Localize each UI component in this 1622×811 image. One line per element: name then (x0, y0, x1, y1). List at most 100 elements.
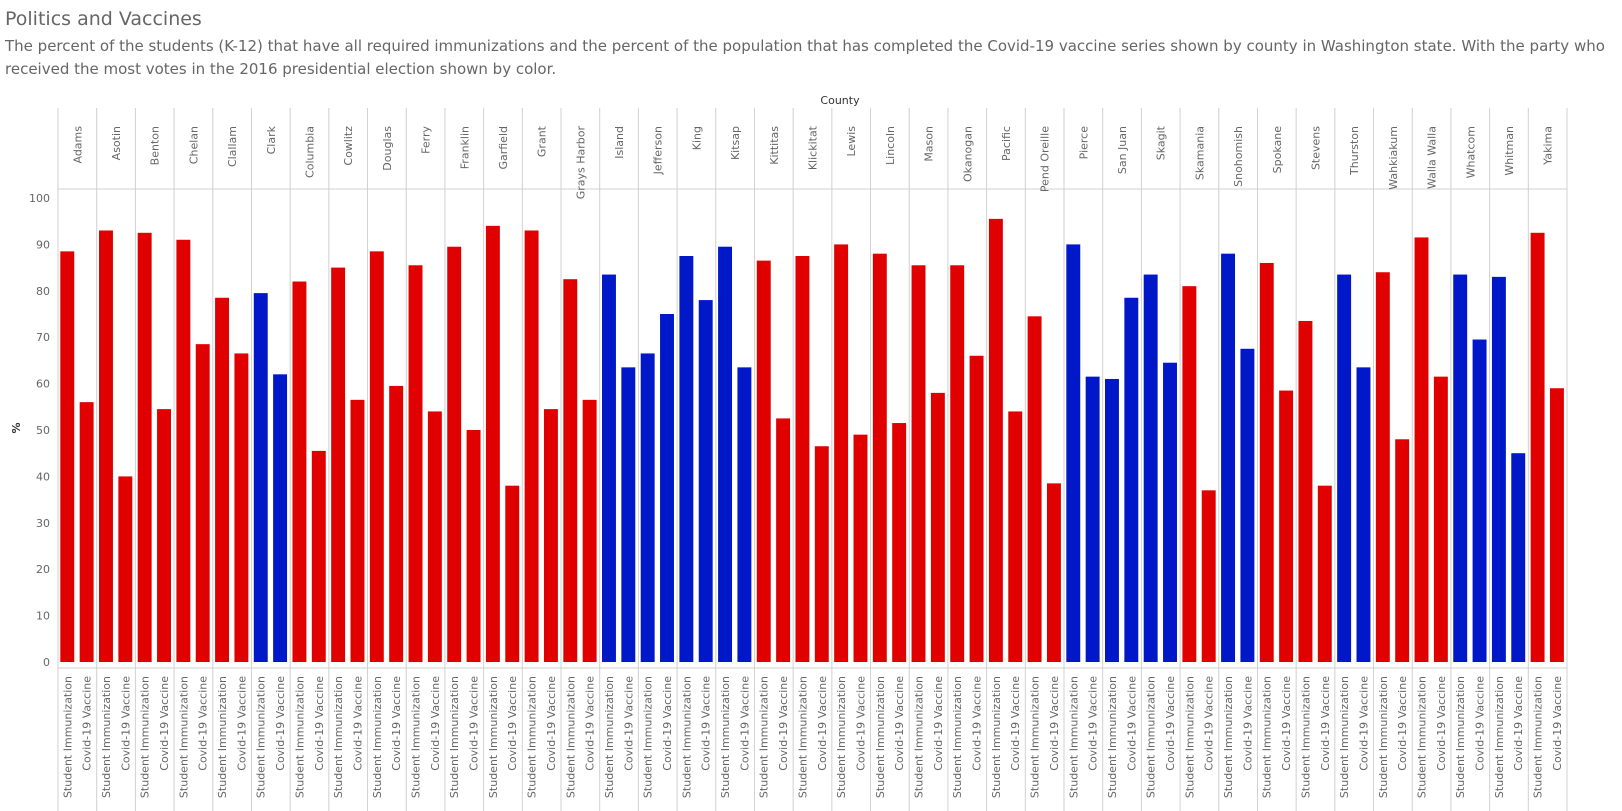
bar-student-immunization[interactable] (1143, 274, 1158, 662)
measure-label: Student Immunization (642, 676, 655, 798)
bar-student-immunization[interactable] (215, 297, 230, 662)
measure-label: Student Immunization (332, 676, 345, 798)
bar-student-immunization[interactable] (563, 279, 578, 662)
bar-student-immunization[interactable] (911, 265, 926, 662)
bar-covid-19-vaccine[interactable] (853, 434, 868, 662)
bar-covid-19-vaccine[interactable] (543, 409, 558, 662)
bar-covid-19-vaccine[interactable] (427, 411, 442, 662)
bar-covid-19-vaccine[interactable] (776, 418, 791, 662)
bar-covid-19-vaccine[interactable] (1046, 483, 1061, 662)
bar-covid-19-vaccine[interactable] (1201, 490, 1216, 662)
bar-student-immunization[interactable] (756, 260, 771, 662)
bar-student-immunization[interactable] (331, 267, 346, 662)
bar-covid-19-vaccine[interactable] (273, 374, 288, 662)
bar-student-immunization[interactable] (176, 239, 191, 662)
bar-student-immunization[interactable] (872, 253, 887, 662)
bar-student-immunization[interactable] (1259, 262, 1274, 662)
measure-label: Covid-19 Vaccine (506, 676, 519, 771)
bar-student-immunization[interactable] (679, 256, 694, 662)
bar-covid-19-vaccine[interactable] (118, 476, 133, 662)
bar-covid-19-vaccine[interactable] (969, 355, 984, 662)
bar-covid-19-vaccine[interactable] (466, 430, 481, 662)
bar-covid-19-vaccine[interactable] (1317, 485, 1332, 662)
bar-covid-19-vaccine[interactable] (350, 399, 365, 662)
bar-covid-19-vaccine[interactable] (621, 367, 636, 662)
bar-student-immunization[interactable] (60, 251, 75, 663)
bar-covid-19-vaccine[interactable] (892, 423, 907, 662)
bar-covid-19-vaccine[interactable] (1511, 453, 1526, 662)
county-label: Grant (536, 125, 549, 157)
bar-student-immunization[interactable] (1066, 244, 1081, 662)
measure-label: Covid-19 Vaccine (1048, 676, 1061, 771)
bar-student-immunization[interactable] (1027, 316, 1042, 662)
bar-student-immunization[interactable] (718, 246, 733, 662)
bar-covid-19-vaccine[interactable] (1008, 411, 1023, 662)
bar-student-immunization[interactable] (950, 265, 965, 662)
gridlines (57, 108, 1568, 811)
measure-label: Student Immunization (1532, 676, 1545, 798)
bar-student-immunization[interactable] (485, 225, 500, 662)
bar-covid-19-vaccine[interactable] (930, 392, 945, 662)
bar-student-immunization[interactable] (1221, 253, 1236, 662)
bar-student-immunization[interactable] (834, 244, 849, 662)
bar-student-immunization[interactable] (1182, 286, 1197, 662)
y-tick-label: 10 (36, 610, 50, 623)
bar-student-immunization[interactable] (1530, 232, 1545, 663)
bar-student-immunization[interactable] (1453, 274, 1468, 662)
bar-covid-19-vaccine[interactable] (1356, 367, 1371, 662)
measure-label: Student Immunization (255, 676, 268, 798)
bar-student-immunization[interactable] (795, 256, 810, 662)
bar-covid-19-vaccine[interactable] (505, 485, 520, 662)
bar-covid-19-vaccine[interactable] (79, 402, 94, 662)
bar-student-immunization[interactable] (1414, 237, 1429, 662)
bar-student-immunization[interactable] (292, 281, 307, 662)
measure-label: Covid-19 Vaccine (1319, 676, 1332, 771)
bar-student-immunization[interactable] (1298, 320, 1313, 662)
bar-covid-19-vaccine[interactable] (1549, 388, 1564, 662)
bar-covid-19-vaccine[interactable] (698, 300, 713, 662)
bar-student-immunization[interactable] (408, 265, 423, 662)
bar-student-immunization[interactable] (1105, 378, 1119, 662)
bar-covid-19-vaccine[interactable] (195, 344, 210, 662)
measure-label: Covid-19 Vaccine (932, 676, 945, 771)
bar-student-immunization[interactable] (99, 230, 113, 663)
bar-student-immunization[interactable] (524, 230, 539, 663)
bar-covid-19-vaccine[interactable] (1085, 376, 1100, 662)
bar-covid-19-vaccine[interactable] (157, 409, 171, 662)
y-tick-label: 70 (36, 331, 50, 344)
bar-covid-19-vaccine[interactable] (1433, 376, 1448, 662)
measure-label: Covid-19 Vaccine (81, 676, 94, 771)
measure-label: Student Immunization (1299, 676, 1312, 798)
bar-student-immunization[interactable] (137, 232, 152, 663)
bar-student-immunization[interactable] (1337, 274, 1352, 662)
bar-student-immunization[interactable] (369, 251, 384, 663)
bar-covid-19-vaccine[interactable] (1279, 390, 1294, 662)
bar-student-immunization[interactable] (640, 353, 655, 662)
bar-covid-19-vaccine[interactable] (234, 353, 249, 662)
measure-label: Student Immunization (293, 676, 306, 798)
bar-covid-19-vaccine[interactable] (389, 385, 404, 662)
bar-student-immunization[interactable] (447, 246, 462, 662)
bar-student-immunization[interactable] (1375, 272, 1390, 662)
county-label: Whitman (1503, 126, 1516, 176)
bar-student-immunization[interactable] (988, 218, 1003, 662)
bar-covid-19-vaccine[interactable] (582, 399, 597, 662)
bar-student-immunization[interactable] (602, 274, 616, 662)
bar-covid-19-vaccine[interactable] (1395, 439, 1410, 662)
measure-label: Student Immunization (1106, 676, 1119, 798)
bar-covid-19-vaccine[interactable] (660, 314, 674, 662)
measure-label: Covid-19 Vaccine (119, 676, 132, 771)
bar-covid-19-vaccine[interactable] (1472, 339, 1487, 662)
bar-covid-19-vaccine[interactable] (814, 446, 829, 662)
bar-student-immunization[interactable] (1491, 276, 1506, 662)
measure-label: Covid-19 Vaccine (545, 676, 558, 771)
bar-covid-19-vaccine[interactable] (1124, 297, 1139, 662)
measure-label: Covid-19 Vaccine (971, 676, 984, 771)
bar-covid-19-vaccine[interactable] (1240, 348, 1255, 662)
county-label: Ferry (420, 126, 433, 154)
bar-covid-19-vaccine[interactable] (311, 450, 326, 662)
bar-covid-19-vaccine[interactable] (737, 367, 752, 662)
bar-student-immunization[interactable] (253, 293, 268, 662)
county-label: Pend Oreille (1039, 126, 1052, 192)
bar-covid-19-vaccine[interactable] (1163, 362, 1177, 662)
